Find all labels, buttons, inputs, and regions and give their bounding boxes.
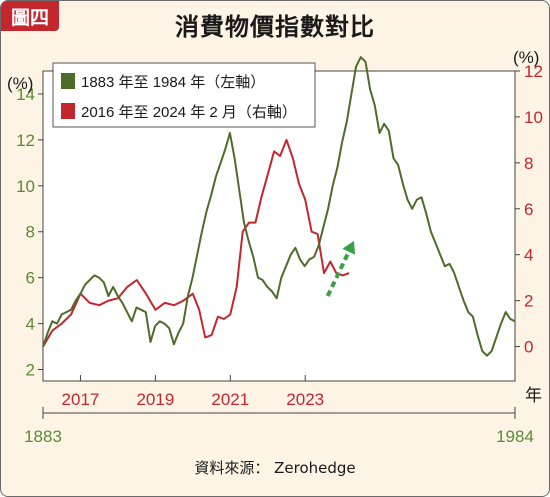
left-tick-label: 4 <box>26 315 35 334</box>
bottom-axis: 1883 1984 <box>24 407 534 446</box>
bottom-axis-tick-label: 1883 <box>24 427 62 446</box>
left-axis: 2 4 6 8 10 12 14 <box>16 85 43 380</box>
series-line-1883-1984 <box>42 56 516 357</box>
legend-swatch-left-series <box>61 73 75 89</box>
left-axis-label: (%) <box>7 74 33 93</box>
legend: 1883 年至 1984 年（左軸） 2016 年至 2024 年 2 月（右軸… <box>52 62 316 128</box>
left-tick-label: 10 <box>16 177 35 196</box>
top-axis-tick-label: 2017 <box>62 390 100 409</box>
right-tick-label: 4 <box>524 246 533 265</box>
source-note: 資料來源： Zerohedge <box>194 459 356 477</box>
top-axis-tick-label: 2019 <box>136 390 174 409</box>
right-tick-label: 2 <box>524 292 533 311</box>
annotation-layer <box>325 240 356 297</box>
legend-label-left-series: 1883 年至 1984 年（左軸） <box>81 74 265 91</box>
left-tick-label: 2 <box>26 361 35 380</box>
right-axis: 0 2 4 6 8 10 12 <box>515 62 543 357</box>
right-tick-label: 8 <box>524 154 533 173</box>
top-axis: 2017 2019 2021 2023 <box>62 375 324 409</box>
left-tick-label: 14 <box>16 85 35 104</box>
right-tick-label: 6 <box>524 200 533 219</box>
right-tick-label: 0 <box>524 338 533 357</box>
top-axis-unit-label: 年 <box>525 386 542 405</box>
legend-swatch-right-series <box>61 103 75 119</box>
figure-badge: 圖四 <box>1 1 59 31</box>
right-tick-label: 12 <box>524 62 543 81</box>
series-layer <box>42 56 516 357</box>
left-tick-label: 12 <box>16 131 35 150</box>
right-tick-label: 10 <box>524 108 543 127</box>
left-tick-label: 8 <box>26 223 35 242</box>
chart-title: 消費物價指數對比 <box>175 13 375 41</box>
right-axis-label: (%) <box>513 48 539 67</box>
legend-box <box>52 62 316 128</box>
bottom-axis-tick-label: 1984 <box>496 427 534 446</box>
legend-label-right-series: 2016 年至 2024 年 2 月（右軸） <box>81 104 297 121</box>
trend-arrow-shaft <box>325 250 351 297</box>
series-line-2016-2024 <box>42 138 350 348</box>
top-axis-tick-label: 2023 <box>286 390 324 409</box>
top-axis-tick-label: 2021 <box>211 390 249 409</box>
trend-arrow-head <box>342 240 356 255</box>
left-tick-label: 6 <box>26 269 35 288</box>
